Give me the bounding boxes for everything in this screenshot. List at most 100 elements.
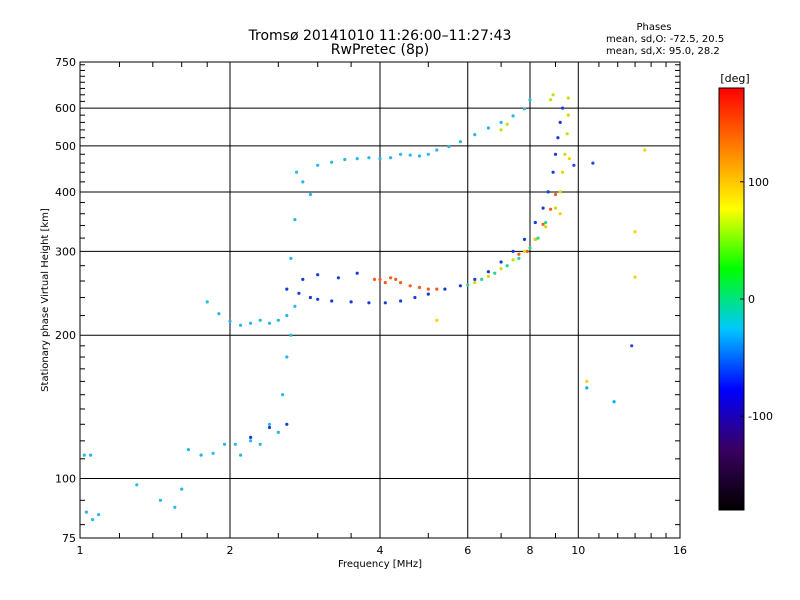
data-point — [258, 318, 262, 322]
phases-heading: Phases — [636, 22, 671, 33]
data-point — [549, 207, 553, 211]
chart-title: Tromsø 20141010 11:26:00–11:27:43 — [248, 28, 512, 44]
data-point — [561, 106, 565, 110]
data-point — [556, 136, 560, 140]
data-point — [517, 252, 521, 256]
data-point — [499, 120, 503, 124]
data-point — [399, 299, 403, 303]
data-point — [267, 425, 272, 430]
data-point — [458, 140, 462, 144]
data-point — [308, 295, 312, 300]
data-point — [389, 156, 393, 160]
grid-lines — [80, 62, 680, 538]
data-point — [558, 190, 562, 194]
data-point — [372, 277, 377, 281]
colorbar-label: [deg] — [720, 72, 749, 85]
data-point — [435, 148, 439, 152]
data-point — [285, 313, 289, 318]
data-point — [499, 128, 503, 132]
data-point — [399, 152, 403, 156]
data-point — [553, 192, 558, 197]
data-point — [316, 297, 320, 301]
data-point — [417, 154, 422, 158]
data-point — [91, 518, 95, 522]
data-point — [544, 220, 548, 225]
data-point — [276, 430, 280, 434]
data-point — [378, 277, 382, 281]
data-point — [473, 277, 477, 281]
y-tick-labels: 75 100 200 300 400 500 600 750 — [55, 56, 76, 545]
data-point — [217, 312, 221, 316]
data-point — [466, 283, 470, 287]
data-point — [533, 220, 537, 225]
data-point — [383, 301, 387, 305]
data-point — [511, 114, 515, 118]
data-point — [285, 355, 289, 359]
data-point — [413, 295, 417, 300]
data-point — [285, 287, 289, 291]
x-tick-label: 10 — [571, 544, 585, 557]
x-tick-label: 1 — [77, 544, 84, 557]
data-point — [316, 273, 320, 277]
data-point — [566, 113, 570, 117]
data-point — [239, 323, 243, 327]
data-point — [267, 422, 272, 426]
data-point — [505, 122, 509, 126]
data-point — [522, 249, 527, 253]
data-point — [572, 163, 576, 167]
data-point — [643, 148, 647, 152]
data-point — [343, 157, 347, 162]
data-point — [585, 379, 589, 383]
y-tick-label: 400 — [55, 186, 76, 199]
data-point — [585, 386, 589, 390]
data-point — [316, 163, 320, 167]
data-point — [480, 277, 484, 281]
data-point — [367, 301, 371, 305]
data-point — [551, 93, 555, 97]
data-point — [551, 170, 555, 174]
y-tick-label: 75 — [62, 532, 76, 545]
data-point — [533, 237, 537, 241]
data-point — [486, 270, 490, 274]
data-point — [267, 321, 272, 325]
data-point — [486, 274, 490, 278]
minor-ticks — [80, 62, 680, 538]
data-point — [297, 291, 301, 295]
data-point — [211, 451, 215, 455]
data-point — [89, 453, 93, 457]
data-point — [355, 157, 359, 161]
data-point — [294, 170, 299, 174]
data-point — [426, 292, 430, 296]
data-point — [336, 276, 340, 280]
data-point — [285, 422, 289, 426]
data-point — [293, 218, 297, 222]
data-point — [511, 249, 515, 253]
data-point — [528, 246, 532, 250]
data-point — [330, 299, 334, 303]
colorbar-tick-label: -100 — [748, 410, 773, 423]
data-point — [558, 120, 562, 124]
data-point — [349, 300, 353, 304]
data-point — [458, 284, 462, 288]
data-point — [289, 333, 293, 337]
y-axis-label: Stationary phase Virtual Height [km] — [40, 208, 51, 392]
data-point — [394, 277, 398, 281]
data-point — [528, 98, 532, 102]
data-point — [541, 206, 545, 210]
data-point — [447, 145, 451, 149]
data-point — [199, 453, 203, 457]
data-point — [186, 448, 190, 452]
data-point — [367, 156, 371, 160]
data-point — [378, 157, 382, 161]
data-point — [499, 260, 503, 264]
data-point — [435, 318, 439, 322]
data-point — [82, 453, 86, 457]
data-point — [426, 287, 430, 291]
data-point — [355, 271, 359, 275]
phases-x-mean: mean, sd,X: 95.0, 28.2 — [606, 46, 720, 57]
phases-o-mean: mean, sd,O: -72.5, 20.5 — [606, 34, 724, 45]
data-point — [563, 152, 567, 156]
data-point — [561, 170, 565, 174]
data-point — [249, 321, 253, 325]
